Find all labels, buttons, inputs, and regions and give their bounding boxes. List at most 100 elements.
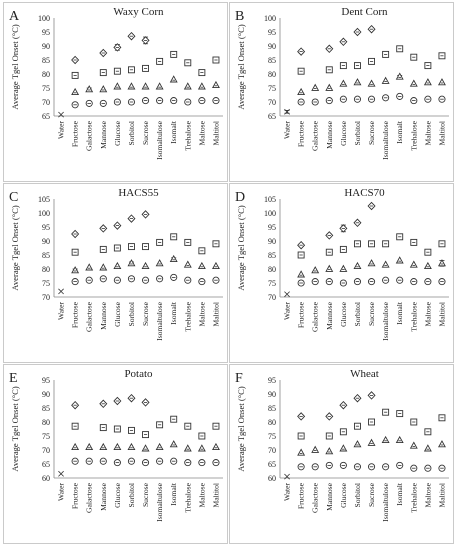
point-triangle bbox=[395, 256, 404, 264]
y-tick-label: 90 bbox=[42, 237, 50, 246]
x-tick-label: Isomalt bbox=[395, 301, 404, 325]
y-tick-label: 95 bbox=[268, 376, 276, 385]
y-tick-label: 70 bbox=[268, 293, 276, 302]
y-tick-label: 85 bbox=[42, 404, 50, 413]
y-tick-label: 65 bbox=[268, 460, 276, 469]
x-tick-label: Maltitol bbox=[437, 483, 446, 507]
point-triangle bbox=[113, 82, 122, 90]
x-tick-label: Galactose bbox=[311, 301, 320, 332]
x-tick-label: Glucose bbox=[113, 120, 122, 146]
y-tick-label: 80 bbox=[268, 70, 276, 79]
x-tick-label: Trehalose bbox=[183, 120, 192, 150]
x-tick-label: Isomaltulose bbox=[155, 482, 164, 521]
y-axis-label: Average Tgel Onset (°C) bbox=[10, 205, 20, 291]
point-triangle bbox=[353, 440, 362, 448]
point-triangle bbox=[297, 448, 306, 456]
point-triangle bbox=[127, 259, 136, 267]
x-tick-label: Glucose bbox=[113, 301, 122, 327]
x-tick-label: Fructose bbox=[297, 482, 306, 509]
point-triangle bbox=[99, 263, 108, 271]
y-tick-label: 65 bbox=[268, 112, 276, 121]
panel-e: E Potato Average Tgel Onset (°C) 60 65 70 75 80… bbox=[3, 364, 228, 544]
y-tick-label: 90 bbox=[42, 42, 50, 51]
point-triangle bbox=[99, 85, 108, 93]
point-triangle bbox=[297, 87, 306, 96]
x-tick-label: Fructose bbox=[297, 120, 306, 147]
point-triangle bbox=[113, 261, 122, 270]
y-tick-label: 100 bbox=[38, 14, 50, 23]
point-triangle bbox=[381, 435, 390, 444]
point-triangle bbox=[99, 442, 108, 451]
x-tick-label: Sucrose bbox=[141, 120, 150, 145]
x-tick-label: Sorbitol bbox=[353, 121, 362, 145]
y-tick-label: 75 bbox=[268, 84, 276, 93]
y-tick-label: 85 bbox=[268, 251, 276, 260]
point-triangle bbox=[437, 440, 446, 448]
point-triangle bbox=[183, 82, 192, 90]
point-triangle bbox=[155, 442, 164, 451]
panel-title: Wheat bbox=[350, 368, 379, 380]
y-tick-label: 90 bbox=[268, 42, 276, 51]
panel-letter: E bbox=[9, 371, 18, 386]
x-tick-label: Galactose bbox=[85, 301, 94, 332]
x-tick-label: Maltitol bbox=[437, 302, 446, 326]
panel-frame bbox=[3, 2, 228, 182]
panel-letter: B bbox=[235, 9, 244, 24]
point-triangle bbox=[169, 254, 178, 263]
x-tick-label: Isomaltulose bbox=[155, 301, 164, 340]
panel-letter: F bbox=[235, 371, 243, 386]
x-tick-label: Sucrose bbox=[367, 482, 376, 507]
x-tick-label: Mannose bbox=[325, 120, 334, 148]
x-tick-label: Sucrose bbox=[141, 482, 150, 507]
point-triangle bbox=[423, 78, 432, 86]
point-triangle bbox=[155, 82, 164, 90]
point-triangle bbox=[367, 438, 376, 446]
point-triangle bbox=[353, 261, 362, 270]
x-tick-label: Mannose bbox=[99, 482, 108, 510]
x-tick-label: Water bbox=[283, 121, 292, 139]
y-tick-label: 80 bbox=[268, 418, 276, 427]
point-triangle bbox=[381, 76, 390, 84]
point-triangle bbox=[395, 435, 404, 444]
x-tick-label: Sorbitol bbox=[127, 483, 136, 507]
x-tick-label: Maltose bbox=[423, 120, 432, 145]
x-tick-label: Isomalt bbox=[169, 120, 178, 144]
panel-title: Dent Corn bbox=[341, 6, 388, 18]
x-tick-label: Maltose bbox=[197, 482, 206, 507]
point-x bbox=[58, 111, 64, 118]
y-tick-label: 65 bbox=[42, 460, 50, 469]
x-tick-label: Fructose bbox=[297, 301, 306, 328]
x-tick-label: Sorbitol bbox=[127, 121, 136, 145]
panel-f: F Wheat Average Tgel Onset (°C) 60 65 70 75 80 8… bbox=[229, 364, 454, 544]
point-triangle bbox=[71, 87, 80, 96]
y-tick-label: 100 bbox=[264, 209, 276, 218]
point-triangle bbox=[409, 79, 418, 87]
y-tick-label: 75 bbox=[42, 432, 50, 441]
panel-a: A Waxy Corn Average Tgel Onset (°C) 65 70 75 8… bbox=[3, 2, 228, 182]
x-tick-label: Maltose bbox=[423, 482, 432, 507]
x-tick-label: Glucose bbox=[339, 301, 348, 327]
panel-frame bbox=[229, 364, 454, 544]
panel-b: B Dent Corn Average Tgel Onset (°C) 65 70 75 8… bbox=[229, 2, 454, 182]
point-triangle bbox=[325, 83, 334, 91]
x-tick-label: Fructose bbox=[71, 482, 80, 509]
x-tick-label: Fructose bbox=[71, 120, 80, 147]
y-tick-label: 60 bbox=[42, 474, 50, 483]
y-tick-label: 90 bbox=[268, 390, 276, 399]
y-tick-label: 70 bbox=[268, 98, 276, 107]
point-triangle bbox=[183, 260, 192, 268]
y-axis-label: Average Tgel Onset (°C) bbox=[10, 386, 20, 472]
y-tick-label: 70 bbox=[42, 446, 50, 455]
y-tick-label: 105 bbox=[38, 195, 50, 204]
y-tick-label: 85 bbox=[268, 404, 276, 413]
y-tick-label: 80 bbox=[42, 70, 50, 79]
point-triangle bbox=[211, 261, 220, 270]
y-tick-label: 60 bbox=[268, 474, 276, 483]
y-tick-label: 95 bbox=[268, 223, 276, 232]
x-tick-label: Isomaltulose bbox=[155, 120, 164, 159]
y-tick-label: 75 bbox=[42, 84, 50, 93]
x-tick-label: Maltose bbox=[197, 301, 206, 326]
x-tick-label: Maltitol bbox=[211, 121, 220, 145]
point-triangle bbox=[339, 444, 348, 452]
point-triangle bbox=[325, 264, 334, 272]
